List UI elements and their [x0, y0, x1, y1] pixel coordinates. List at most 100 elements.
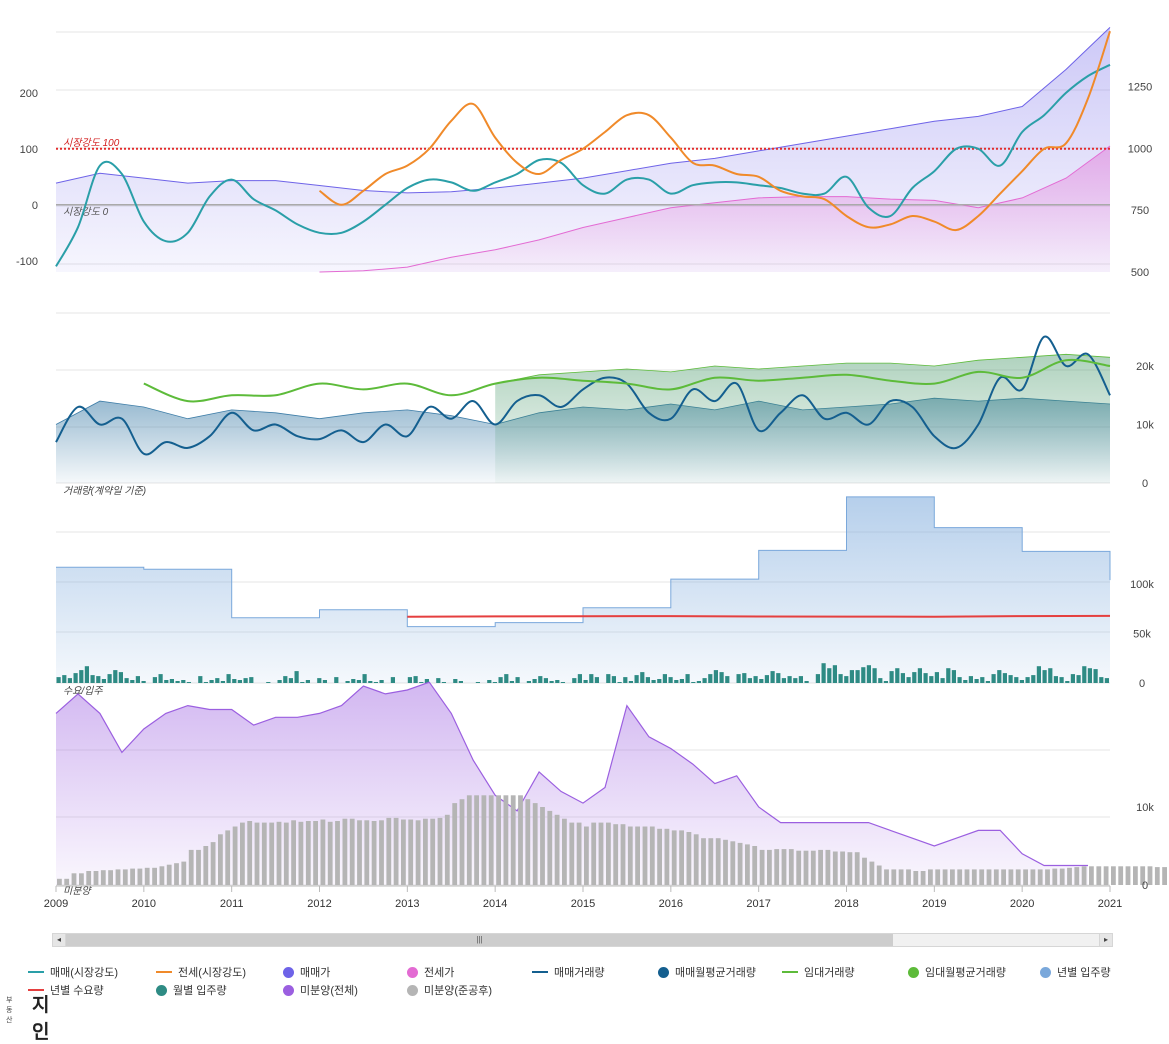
right-axis-tick-label: 0 — [1142, 880, 1148, 892]
monthly-supply-bar — [719, 672, 724, 683]
unsold-completed-bar — [379, 820, 384, 885]
unsold-completed-bar — [701, 838, 706, 885]
monthly-supply-bar — [883, 681, 888, 683]
monthly-supply-bar — [787, 676, 792, 683]
chart-scrollbar[interactable]: ◂ ||| ▸ — [52, 933, 1113, 947]
unsold-completed-bar — [276, 821, 282, 885]
monthly-supply-bar — [589, 674, 594, 683]
monthly-supply-bar — [872, 668, 877, 683]
monthly-supply-bar — [764, 675, 769, 683]
legend-item[interactable]: 임대월평균거래량 — [908, 964, 1006, 980]
unsold-completed-bar — [884, 869, 889, 885]
monthly-supply-bar — [940, 678, 945, 683]
unsold-completed-bar — [218, 834, 223, 885]
monthly-supply-bar — [708, 674, 713, 683]
x-axis-tick-label: 2021 — [1098, 898, 1122, 910]
scrollbar-thumb[interactable]: ||| — [66, 934, 893, 946]
unsold-completed-bar — [181, 861, 187, 885]
unsold-completed-bar — [950, 869, 955, 885]
monthly-supply-bar — [101, 679, 106, 683]
monthly-supply-bar — [963, 680, 968, 683]
monthly-supply-bar — [356, 680, 361, 683]
monthly-supply-bar — [373, 682, 378, 683]
unsold-completed-bar — [232, 826, 238, 885]
unsold-completed-bar — [840, 851, 845, 885]
unsold-completed-bar — [986, 869, 992, 885]
monthly-supply-bar — [419, 682, 424, 683]
monthly-supply-bar — [929, 676, 934, 683]
scroll-right-arrow-icon[interactable]: ▸ — [1099, 934, 1112, 946]
legend-label: 매매월평균거래량 — [675, 967, 756, 979]
legend-item[interactable]: 매매(시장강도) — [28, 964, 118, 980]
monthly-supply-bar — [1099, 677, 1104, 683]
legend-item[interactable]: 임대거래량 — [782, 964, 855, 980]
panel-caption: 수요/입주 — [63, 685, 103, 697]
monthly-supply-bar — [543, 678, 548, 683]
unsold-completed-bar — [979, 869, 985, 885]
legend-item[interactable]: 매매가 — [283, 964, 330, 980]
monthly-supply-bar — [1019, 680, 1024, 683]
monthly-supply-bar — [538, 676, 543, 683]
unsold-completed-bar — [1111, 866, 1116, 885]
legend-item[interactable]: 미분양(준공후) — [407, 982, 492, 998]
monthly-supply-bar — [572, 678, 577, 683]
monthly-supply-bar — [351, 679, 356, 683]
unsold-completed-bar — [225, 830, 231, 885]
x-axis-tick-label: 2009 — [44, 898, 68, 910]
monthly-supply-bar — [917, 668, 922, 683]
legend-item[interactable]: 년별 입주량 — [1040, 964, 1111, 980]
legend-item[interactable]: 월별 입주량 — [156, 982, 227, 998]
unsold-completed-bar — [920, 871, 926, 885]
x-axis-tick-label: 2011 — [220, 898, 244, 910]
x-axis-tick-label: 2013 — [395, 898, 419, 910]
monthly-supply-bar — [113, 670, 118, 683]
monthly-supply-bar — [725, 676, 730, 683]
legend-item[interactable]: 미분양(전체) — [283, 982, 358, 998]
x-axis-tick-label: 2017 — [746, 898, 770, 910]
x-axis-tick-label: 2012 — [307, 898, 331, 910]
legend-item[interactable]: 매매월평균거래량 — [658, 964, 756, 980]
unsold-completed-bar — [305, 821, 311, 885]
chart-legend: 매매(시장강도) 전세(시장강도) 매매가 전세가 매매거래량 매매월평균거래량 임대거래량… — [28, 964, 1138, 998]
monthly-supply-bar — [209, 680, 214, 683]
unsold-completed-bar — [122, 869, 128, 885]
unsold-completed-bar — [488, 795, 494, 885]
legend-dot-icon — [1040, 966, 1051, 978]
jeonse-price-line — [319, 145, 1111, 273]
unsold-completed-bar — [928, 869, 933, 885]
unsold-completed-bar — [818, 849, 823, 885]
unsold-completed-bar — [64, 878, 70, 885]
x-axis-tick-label: 2010 — [132, 898, 156, 910]
monthly-supply-bar — [334, 677, 339, 683]
unsold-completed-bar — [393, 817, 399, 885]
unsold-completed-bar — [137, 868, 143, 885]
scroll-left-arrow-icon[interactable]: ◂ — [53, 934, 66, 946]
monthly-supply-bar — [577, 674, 582, 683]
monthly-supply-bar — [198, 676, 203, 683]
left-axis-tick-label: -100 — [16, 256, 38, 268]
unsold-completed-bar — [1008, 869, 1014, 885]
x-axis-tick-label: 2020 — [1010, 898, 1034, 910]
left-axis-tick-label: 100 — [20, 144, 38, 156]
unsold-completed-bar — [788, 849, 794, 885]
panel-caption: 거래량(계약일 기준) — [63, 485, 146, 497]
legend-item[interactable]: 전세(시장강도) — [156, 964, 246, 980]
monthly-supply-bar — [532, 679, 537, 683]
monthly-supply-bar — [368, 681, 373, 683]
right-axis-tick-label: 1250 — [1128, 82, 1152, 94]
monthly-supply-bar — [679, 679, 684, 683]
unsold-completed-bar — [93, 871, 99, 885]
unsold-completed-bar — [57, 878, 62, 885]
monthly-supply-bar — [736, 674, 741, 683]
unsold-completed-bar — [1154, 867, 1160, 885]
monthly-supply-bar — [1070, 674, 1075, 683]
monthly-supply-bar — [900, 673, 905, 683]
legend-item[interactable]: 전세가 — [407, 964, 454, 980]
unsold-completed-bar — [71, 873, 77, 885]
unsold-completed-bar — [1015, 869, 1021, 885]
legend-dot-icon — [283, 984, 294, 996]
monthly-supply-bar — [390, 677, 395, 683]
legend-item[interactable]: 매매거래량 — [532, 964, 605, 980]
legend-item[interactable]: 년별 수요량 — [28, 982, 104, 998]
monthly-supply-bar — [651, 680, 656, 683]
